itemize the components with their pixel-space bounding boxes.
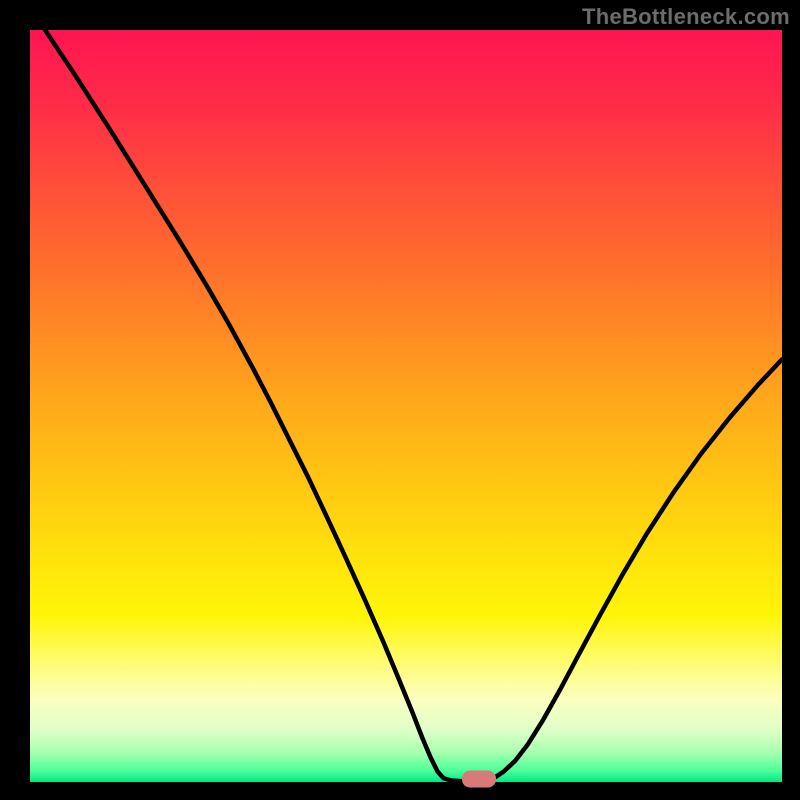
plot-area: [30, 30, 782, 782]
chart-container: TheBottleneck.com: [0, 0, 800, 800]
bottleneck-curve: [30, 30, 782, 782]
optimum-marker: [462, 770, 496, 787]
attribution-label: TheBottleneck.com: [582, 4, 790, 30]
